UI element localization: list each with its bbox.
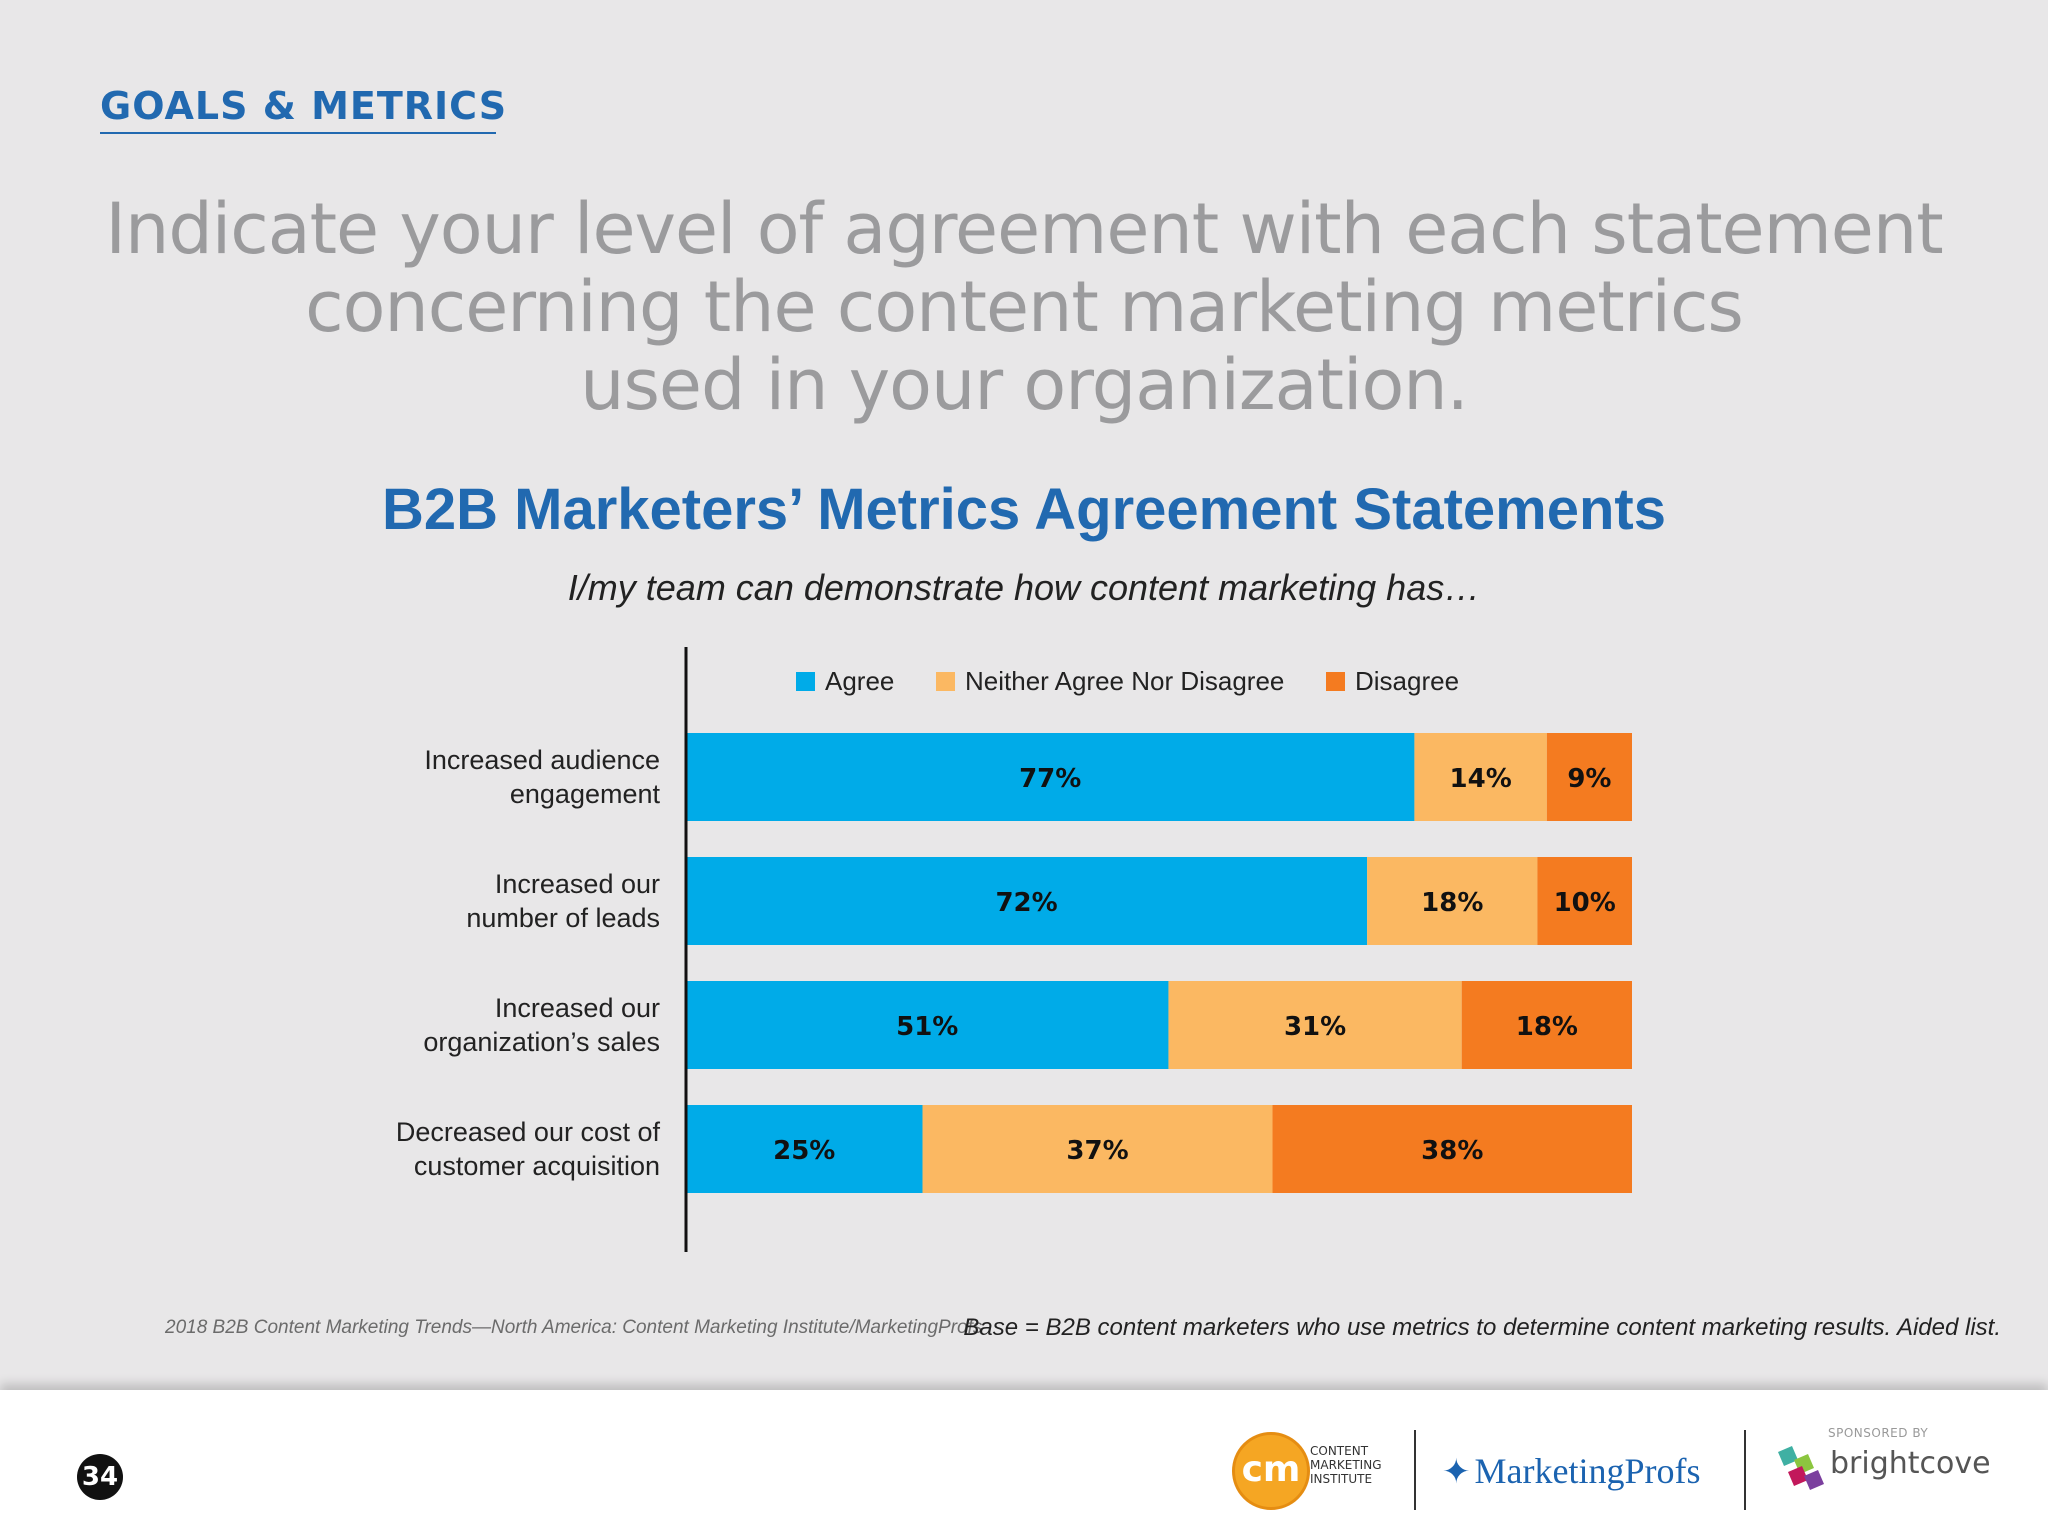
data-label: 72% — [995, 888, 1057, 918]
footer-bar — [0, 1390, 2048, 1536]
bar-segment-agree — [686, 981, 1169, 1069]
data-label: 38% — [1421, 1136, 1483, 1166]
data-label: 18% — [1421, 888, 1483, 918]
bar-segment-disagree — [1461, 981, 1632, 1069]
section-underline — [100, 132, 496, 134]
legend-swatch-agree — [796, 672, 815, 691]
cmi-logo: cm CONTENT MARKETING INSTITUTE — [1232, 1432, 1382, 1512]
section-label: GOALS & METRICS — [100, 84, 508, 128]
category-label: Increased audience — [424, 745, 660, 775]
category-label: Decreased our cost of — [396, 1117, 661, 1147]
question-line-1: Indicate your level of agreement with ea… — [105, 188, 1943, 270]
marketingprofs-logo: ✦ MarketingProfs — [1442, 1450, 1700, 1492]
bar-segment-disagree — [1537, 857, 1632, 945]
bar-segment-disagree — [1272, 1105, 1632, 1193]
legend-label-agree: Agree — [825, 666, 894, 696]
category-label: customer acquisition — [414, 1151, 660, 1181]
bar-segment-neither-agree-nor-disagree — [1168, 981, 1462, 1069]
bar-segment-neither-agree-nor-disagree — [1414, 733, 1547, 821]
bar-segment-disagree — [1546, 733, 1632, 821]
chart-subtitle: I/my team can demonstrate how content ma… — [567, 567, 1481, 608]
legend-swatch-neither-agree-nor-disagree — [936, 672, 955, 691]
question-line-3: used in your organization. — [580, 344, 1469, 426]
data-label: 14% — [1450, 764, 1512, 794]
legend-swatch-disagree — [1326, 672, 1345, 691]
bird-icon: ✦ — [1442, 1454, 1471, 1491]
data-label: 9% — [1567, 764, 1611, 794]
cmi-logo-text: CONTENT MARKETING INSTITUTE — [1310, 1444, 1382, 1486]
legend-label-disagree: Disagree — [1355, 666, 1459, 696]
sponsored-by-label: SPONSORED BY — [1828, 1426, 1929, 1440]
footer-divider — [1744, 1430, 1746, 1510]
data-label: 37% — [1066, 1136, 1128, 1166]
chart-title: B2B Marketers’ Metrics Agreement Stateme… — [381, 477, 1666, 542]
legend-label-neither-agree-nor-disagree: Neither Agree Nor Disagree — [965, 666, 1284, 696]
bar-segment-neither-agree-nor-disagree — [922, 1105, 1273, 1193]
data-label: 51% — [896, 1012, 958, 1042]
category-label: engagement — [510, 779, 661, 809]
bar-segment-agree — [686, 1105, 923, 1193]
data-label: 31% — [1284, 1012, 1346, 1042]
bar-segment-agree — [686, 857, 1368, 945]
marketingprofs-text: MarketingProfs — [1474, 1451, 1701, 1491]
brightcove-mark-icon — [1778, 1446, 1824, 1490]
bar-segment-neither-agree-nor-disagree — [1367, 857, 1538, 945]
cmi-logo-mark: cm — [1232, 1432, 1310, 1510]
data-label: 25% — [773, 1136, 835, 1166]
category-label: Increased our — [495, 869, 660, 899]
bar-segment-agree — [686, 733, 1415, 821]
category-label: number of leads — [466, 903, 660, 933]
brightcove-text: brightcove — [1830, 1446, 1991, 1481]
data-label: 77% — [1019, 764, 1081, 794]
category-label: Increased our — [495, 993, 660, 1023]
data-label: 10% — [1554, 888, 1616, 918]
category-label: organization’s sales — [423, 1027, 660, 1057]
stacked-bar-chart: Agree Neither Agree Nor Disagree Disagree 7… — [396, 647, 1632, 1252]
source-note: 2018 B2B Content Marketing Trends—North … — [165, 1317, 983, 1338]
question-line-2: concerning the content marketing metrics — [305, 266, 1744, 348]
page-number: 34 — [77, 1454, 123, 1500]
base-note: Base = B2B content marketers who use met… — [963, 1314, 2001, 1341]
data-label: 18% — [1516, 1012, 1578, 1042]
footer-divider — [1414, 1430, 1416, 1510]
